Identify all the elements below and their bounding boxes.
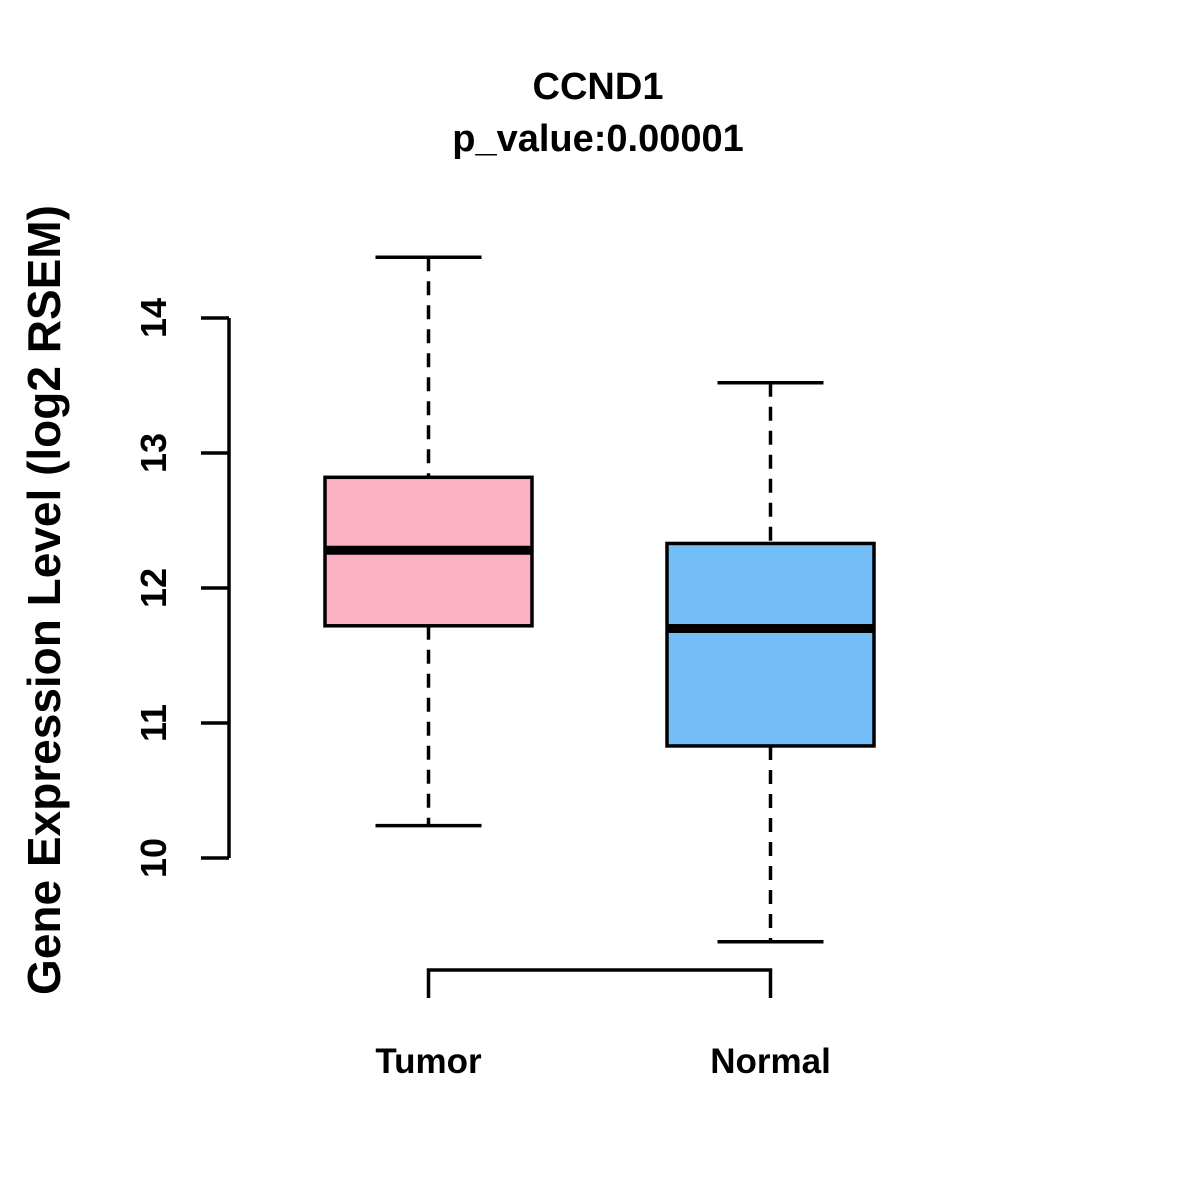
y-tick-label: 12 bbox=[133, 568, 174, 608]
x-axis-bracket bbox=[426, 968, 773, 998]
y-tick-label: 14 bbox=[133, 298, 174, 338]
y-tick-label: 10 bbox=[133, 838, 174, 878]
y-tick-label: 11 bbox=[133, 704, 174, 742]
y-tick-label: 13 bbox=[133, 433, 174, 473]
y-axis-title: Gene Expression Level (log2 RSEM) bbox=[18, 205, 70, 995]
category-label-tumor: Tumor bbox=[375, 1042, 482, 1081]
category-label-normal: Normal bbox=[710, 1042, 831, 1081]
box-normal bbox=[665, 541, 876, 748]
